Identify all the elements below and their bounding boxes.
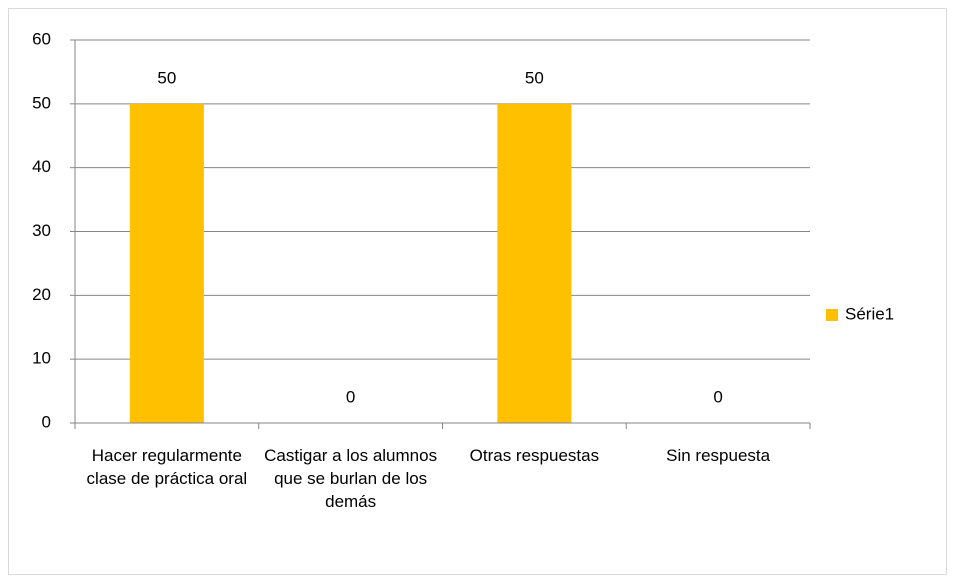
- y-tick-label: 50: [32, 93, 51, 112]
- y-tick-label: 40: [32, 157, 51, 176]
- y-tick-label: 10: [32, 349, 51, 368]
- data-label: 0: [346, 387, 355, 406]
- y-tick-label: 60: [32, 29, 51, 48]
- y-tick-label: 20: [32, 285, 51, 304]
- x-tick-label: Sin respuesta: [666, 446, 771, 465]
- data-label: 50: [157, 68, 176, 87]
- data-label: 0: [713, 387, 722, 406]
- legend-swatch: [826, 309, 838, 321]
- legend-label: Série1: [845, 304, 894, 323]
- y-tick-label: 0: [42, 412, 51, 431]
- bar: [497, 103, 572, 423]
- data-label: 50: [525, 68, 544, 87]
- bar: [129, 103, 204, 423]
- y-tick-label: 30: [32, 221, 51, 240]
- x-tick-label: Hacer regularmente clase de práctica ora…: [86, 446, 248, 488]
- x-tick-label: Otras respuestas: [469, 446, 600, 465]
- x-tick-label: Castigar a los alumnos que se burlan de …: [264, 446, 438, 511]
